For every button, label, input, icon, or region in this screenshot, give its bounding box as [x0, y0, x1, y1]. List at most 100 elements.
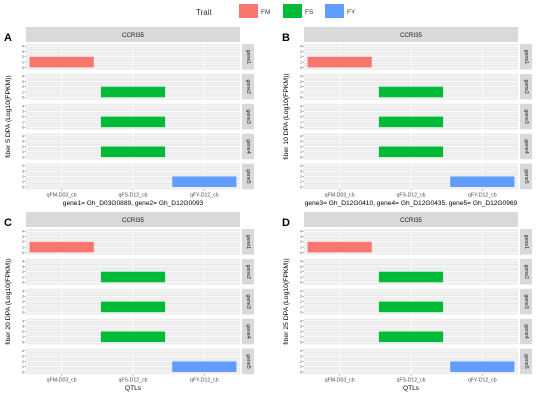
y-tick-label: 2 [22, 85, 24, 89]
y-tick-label: 1 [22, 305, 24, 309]
legend-label-fm: FM [261, 9, 270, 16]
y-tick-label: 1 [300, 61, 302, 65]
y-tick-label: 0 [22, 126, 24, 130]
x-tick-label: qFY-D12_cb [190, 193, 219, 199]
bar-gene1-fm [307, 241, 372, 253]
y-tick-label: 0 [22, 370, 24, 374]
y-tick-label: 2 [22, 175, 24, 179]
side-strip-label: gene3 [523, 109, 529, 124]
y-tick-label: 3 [300, 265, 302, 269]
y-tick-label: 1 [22, 90, 24, 94]
y-tick-label: 0 [22, 311, 24, 315]
top-strip [304, 212, 518, 227]
y-tick-label: 1 [300, 180, 302, 184]
y-tick-label: 4 [22, 230, 24, 234]
y-tick-label: 0 [300, 96, 302, 100]
y-tick-label: 2 [300, 55, 302, 59]
side-strip-label: gene4 [523, 324, 529, 339]
y-tick-label: 1 [22, 365, 24, 369]
bar-gene2-fs [378, 271, 444, 283]
side-strip-gene2 [242, 73, 254, 100]
bar-gene1-fm [29, 56, 94, 68]
y-tick-label: 3 [300, 140, 302, 144]
y-tick-label: 1 [22, 150, 24, 154]
top-strip [304, 27, 518, 42]
y-tick-label: 2 [300, 330, 302, 334]
bar-gene3-fs [378, 116, 444, 128]
side-strip-gene3 [242, 103, 254, 130]
y-tick-label: 4 [22, 134, 24, 138]
y-tick-label: 3 [300, 80, 302, 84]
x-tick-label: qFS-D12_cb [396, 193, 425, 199]
bar-gene2-fs [100, 271, 166, 283]
y-tick-label: 0 [300, 126, 302, 130]
bar-gene4-fs [100, 331, 166, 343]
bar-gene5-fy [172, 361, 237, 372]
y-axis-label: fiber 5 DPA (Log10(FPKM)) [5, 75, 12, 158]
x-tick-label: qFM-D03_cb [325, 378, 355, 384]
side-strip-gene1 [520, 229, 532, 255]
legend-swatch-fs [283, 4, 302, 18]
y-tick-label: 0 [300, 311, 302, 315]
side-strip-gene5 [242, 348, 254, 375]
bar-gene1-fm [29, 241, 94, 253]
side-strip-label: gene1 [523, 235, 529, 250]
bar-gene4-fs [378, 331, 444, 343]
y-axis-label: fiber 10 DPA (Log10(FPKM)) [283, 73, 290, 159]
top-strip-title: CCRI35 [400, 217, 423, 224]
side-strip-gene1 [242, 44, 254, 70]
side-strip-gene5 [520, 163, 532, 190]
y-tick-label: 3 [22, 235, 24, 239]
legend-title: Trait [196, 8, 212, 17]
y-tick-label: 2 [22, 360, 24, 364]
y-tick-label: 3 [300, 325, 302, 329]
y-tick-label: 1 [22, 275, 24, 279]
y-tick-label: 2 [22, 300, 24, 304]
top-strip [26, 27, 240, 42]
y-tick-label: 3 [22, 80, 24, 84]
y-tick-label: 4 [300, 134, 302, 138]
side-strip-label: gene3 [245, 109, 251, 124]
bar-gene5-fy [450, 361, 515, 372]
y-tick-label: 2 [22, 55, 24, 59]
y-tick-label: 1 [22, 335, 24, 339]
y-tick-label: 4 [22, 164, 24, 168]
panel-label: A [4, 32, 12, 44]
y-tick-label: 1 [22, 246, 24, 250]
y-axis-label: fiber 25 DPA (Log10(FPKM)) [283, 258, 290, 344]
y-tick-label: 4 [22, 104, 24, 108]
side-strip-gene4 [242, 318, 254, 345]
side-strip-label: gene5 [523, 354, 529, 369]
side-strip-label: gene2 [523, 264, 529, 279]
y-tick-label: 2 [300, 240, 302, 244]
y-tick-label: 4 [300, 319, 302, 323]
y-tick-label: 1 [300, 120, 302, 124]
bar-gene3-fs [100, 301, 166, 313]
y-tick-label: 4 [300, 45, 302, 49]
x-axis-label: gene1= Gh_D03G0889, gene2= Gh_D12G0093 [63, 200, 204, 207]
side-strip-label: gene3 [523, 294, 529, 309]
y-tick-label: 4 [22, 260, 24, 264]
bar-gene1-fm [307, 56, 372, 68]
x-tick-label: qFS-D12_cb [118, 193, 147, 199]
y-tick-label: 0 [22, 251, 24, 255]
y-tick-label: 0 [300, 281, 302, 285]
side-strip-label: gene1 [245, 235, 251, 250]
y-tick-label: 3 [22, 50, 24, 54]
side-strip-label: gene2 [245, 264, 251, 279]
y-tick-label: 3 [22, 355, 24, 359]
y-tick-label: 3 [22, 325, 24, 329]
y-tick-label: 4 [300, 75, 302, 79]
y-tick-label: 0 [300, 370, 302, 374]
bar-gene2-fs [378, 86, 444, 98]
y-tick-label: 0 [22, 185, 24, 189]
y-tick-label: 4 [22, 349, 24, 353]
top-strip-title: CCRI35 [400, 32, 423, 39]
y-tick-label: 1 [22, 61, 24, 65]
side-strip-label: gene3 [245, 294, 251, 309]
x-tick-label: qFM-D03_cb [47, 193, 77, 199]
side-strip-label: gene1 [245, 50, 251, 65]
y-tick-label: 2 [22, 330, 24, 334]
